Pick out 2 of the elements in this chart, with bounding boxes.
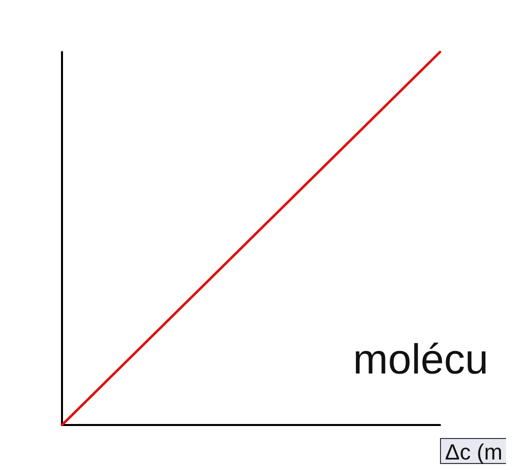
annotation: molécu [353,336,488,382]
x-axis-title: Δc (m [445,440,502,464]
